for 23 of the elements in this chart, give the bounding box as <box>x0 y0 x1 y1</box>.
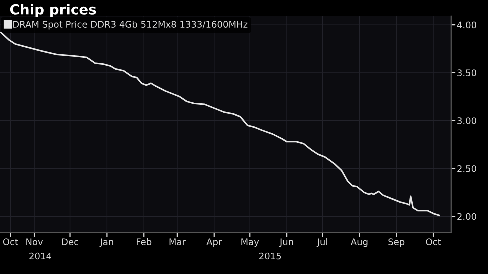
legend-label: DRAM Spot Price DDR3 4Gb 512Mx8 1333/1600MHz <box>14 20 248 30</box>
chart-title: Chip prices <box>10 4 96 18</box>
line-series <box>0 32 440 216</box>
x-tick-label: Sep <box>388 238 405 248</box>
x-tick-label: Jul <box>316 238 328 248</box>
x2-tick-label: 2015 <box>260 252 282 260</box>
x-tick-label: Nov <box>26 238 44 246</box>
x-tick-label: Jan <box>100 238 114 248</box>
x-tick-label: May <box>242 238 260 248</box>
x-tick-label: Oct <box>426 238 442 246</box>
x-tick-label: Dec <box>62 238 78 246</box>
x-tick-label: Apr <box>206 238 222 248</box>
y-tick-label: 2.00 <box>458 213 476 220</box>
y-tick-label: 4.00 <box>457 22 476 29</box>
y-tick-label: 3.50 <box>458 70 476 77</box>
x-tick-label: Jun <box>280 238 294 248</box>
x-tick-label: Oct <box>3 238 18 246</box>
y-tick-label: 2.50 <box>458 165 476 172</box>
y-tick-label: 3.00 <box>458 118 476 124</box>
x2-tick-label: 2014 <box>30 252 52 260</box>
x-tick-label: Feb <box>137 238 152 246</box>
x-tick-label: Aug <box>350 238 368 248</box>
x-tick-label: Mar <box>170 238 186 246</box>
